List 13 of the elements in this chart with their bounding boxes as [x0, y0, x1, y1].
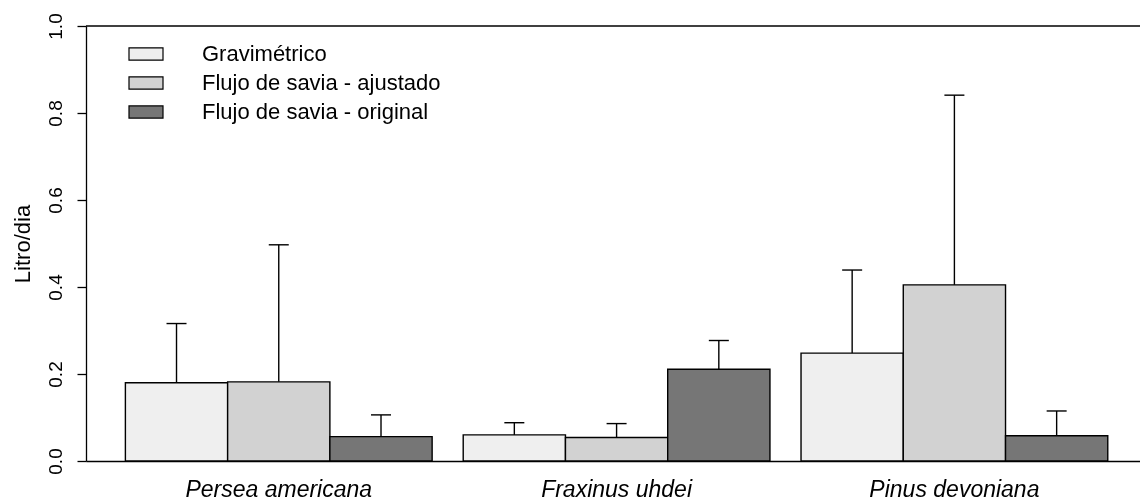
legend-label: Gravimétrico — [202, 41, 327, 66]
y-tick-label: 0.6 — [44, 187, 66, 214]
legend-label: Flujo de savia - original — [202, 99, 429, 124]
x-tick-label: Fraxinus uhdei — [541, 475, 693, 500]
y-tick-label: 0.0 — [44, 448, 66, 475]
y-tick-label: 0.2 — [44, 361, 66, 388]
y-axis-title: Litro/dia — [9, 204, 35, 284]
x-tick-label: Pinus devoniana — [869, 475, 1040, 500]
x-tick-label: Persea americana — [185, 475, 373, 500]
y-tick-label: 1.0 — [44, 13, 66, 40]
legend-label: Flujo de savia - ajustado — [202, 70, 441, 95]
y-tick-label: 0.8 — [44, 100, 66, 127]
y-tick-label: 0.4 — [44, 273, 66, 301]
